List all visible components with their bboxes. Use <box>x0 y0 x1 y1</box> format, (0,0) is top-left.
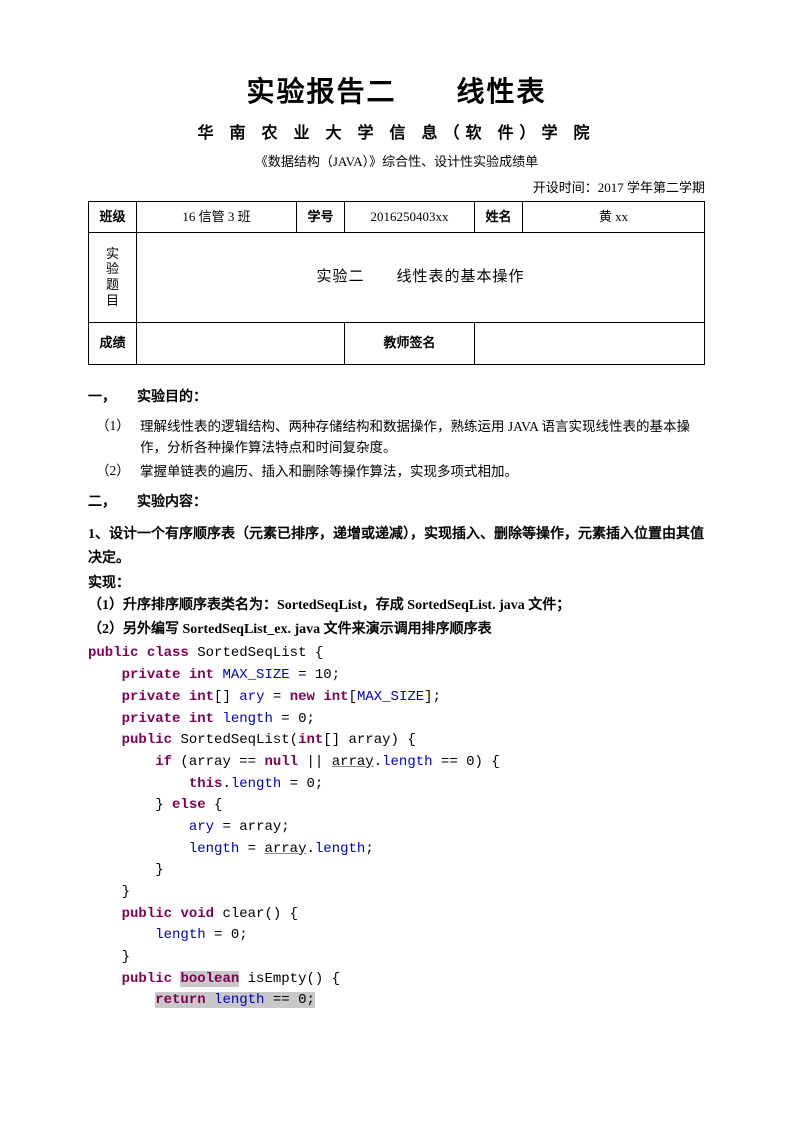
topic-label-char: 验 <box>93 261 132 277</box>
kw-int: int <box>189 689 214 705</box>
task-description: 1、设计一个有序顺序表（元素已排序，递增或递减），实现插入、删除等操作，元素插入… <box>88 523 705 571</box>
kw-new: new <box>290 689 315 705</box>
kw-public: public <box>88 645 138 661</box>
section2-head: 二， 实验内容： <box>88 492 705 513</box>
topic-label-char: 题 <box>93 277 132 293</box>
item-num: （1） <box>96 416 140 459</box>
item-num: （2） <box>96 461 140 483</box>
ident: ary <box>189 819 214 835</box>
name-value: 黄 xx <box>523 202 705 233</box>
ident: SortedSeqList <box>180 732 289 748</box>
kw-else: else <box>172 797 206 813</box>
topic-label-char: 实 <box>93 246 132 262</box>
page-title: 实验报告二 线性表 <box>88 72 705 114</box>
ident: length <box>315 841 365 857</box>
section1-list: （1） 理解线性表的逻辑结构、两种存储结构和数据操作，熟练运用 JAVA 语言实… <box>88 416 705 483</box>
id-value: 2016250403xx <box>345 202 475 233</box>
table-row: 班级 16 信管 3 班 学号 2016250403xx 姓名 黄 xx <box>89 202 705 233</box>
section1-head: 一， 实验目的： <box>88 387 705 408</box>
kw-boolean: boolean <box>180 971 239 987</box>
kw-int: int <box>298 732 323 748</box>
kw-int: int <box>189 711 214 727</box>
kw-return: return <box>155 992 205 1008</box>
open-time: 开设时间：2017 学年第二学期 <box>88 178 705 198</box>
kw-public: public <box>122 971 172 987</box>
item-text: 理解线性表的逻辑结构、两种存储结构和数据操作，熟练运用 JAVA 语言实现线性表… <box>140 416 705 459</box>
impl-item-2: （2）另外编写 SortedSeqList_ex. java 文件来演示调用排序… <box>88 618 705 642</box>
ident: length <box>189 841 239 857</box>
impl-label: 实现： <box>88 573 705 594</box>
code-block: public class SortedSeqList { private int… <box>88 643 705 1012</box>
ident: length <box>214 992 264 1008</box>
ident: MAX_SIZE <box>222 667 289 683</box>
ident: isEmpty <box>248 971 307 987</box>
page-subtitle: 华 南 农 业 大 学 信 息（软 件）学 院 <box>88 122 705 146</box>
kw-int: int <box>189 667 214 683</box>
ident: array <box>349 732 391 748</box>
topic-label-char: 目 <box>93 293 132 309</box>
kw-class: class <box>147 645 189 661</box>
kw-void: void <box>180 906 214 922</box>
ident: array <box>239 819 281 835</box>
ident: SortedSeqList <box>197 645 306 661</box>
sign-label: 教师签名 <box>345 322 475 364</box>
kw-public: public <box>122 906 172 922</box>
table-row: 实 验 题 目 实验二 线性表的基本操作 <box>89 232 705 322</box>
id-label: 学号 <box>297 202 345 233</box>
list-item: （2） 掌握单链表的遍历、插入和删除等操作算法，实现多项式相加。 <box>96 461 705 483</box>
topic-label: 实 验 题 目 <box>89 232 137 322</box>
topic-value: 实验二 线性表的基本操作 <box>137 232 705 322</box>
kw-this: this <box>189 776 223 792</box>
impl-item-1: （1）升序排序顺序表类名为：SortedSeqList，存成 SortedSeq… <box>88 594 705 618</box>
kw-private: private <box>122 667 181 683</box>
name-label: 姓名 <box>475 202 523 233</box>
grade-label: 成绩 <box>89 322 137 364</box>
kw-int: int <box>323 689 348 705</box>
class-label: 班级 <box>89 202 137 233</box>
num-literal: 0 <box>306 776 314 792</box>
num-literal: 0 <box>466 754 474 770</box>
kw-private: private <box>122 689 181 705</box>
item-text: 掌握单链表的遍历、插入和删除等操作算法，实现多项式相加。 <box>140 461 705 483</box>
grade-value <box>137 322 345 364</box>
ident: array <box>264 841 306 857</box>
ident: length <box>155 927 205 943</box>
num-literal: 0 <box>298 992 306 1008</box>
table-row: 成绩 教师签名 <box>89 322 705 364</box>
ident: length <box>222 711 272 727</box>
num-literal: 0 <box>231 927 239 943</box>
num-literal: 0 <box>298 711 306 727</box>
sign-value <box>475 322 705 364</box>
ident: ary <box>239 689 264 705</box>
kw-public: public <box>122 732 172 748</box>
ident: length <box>231 776 281 792</box>
list-item: （1） 理解线性表的逻辑结构、两种存储结构和数据操作，熟练运用 JAVA 语言实… <box>96 416 705 459</box>
kw-null: null <box>264 754 298 770</box>
info-table: 班级 16 信管 3 班 学号 2016250403xx 姓名 黄 xx 实 验… <box>88 201 705 365</box>
ident: MAX_SIZE <box>357 689 424 705</box>
kw-private: private <box>122 711 181 727</box>
class-value: 16 信管 3 班 <box>137 202 297 233</box>
ident: clear <box>222 906 264 922</box>
ident: length <box>382 754 432 770</box>
ident: array <box>332 754 374 770</box>
kw-if: if <box>155 754 172 770</box>
ident: array <box>189 754 231 770</box>
page-subtitle2: 《数据结构（JAVA）》综合性、设计性实验成绩单 <box>88 152 705 172</box>
num-literal: 10 <box>315 667 332 683</box>
